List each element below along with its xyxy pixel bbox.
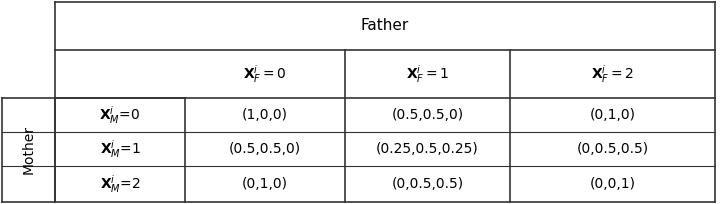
- Text: $\mathbf{X}_{F}^{i} = 2$: $\mathbf{X}_{F}^{i} = 2$: [591, 63, 634, 85]
- Text: $\mathbf{X}_{M}^{i}$=2: $\mathbf{X}_{M}^{i}$=2: [99, 173, 140, 195]
- Text: (0,1,0): (0,1,0): [590, 108, 636, 122]
- Text: (0.5,0.5,0): (0.5,0.5,0): [229, 142, 301, 156]
- Text: (0,1,0): (0,1,0): [242, 177, 288, 191]
- Text: (1,0,0): (1,0,0): [242, 108, 288, 122]
- Text: (0.25,0.5,0.25): (0.25,0.5,0.25): [376, 142, 479, 156]
- Text: $\mathbf{X}_{M}^{i}$=0: $\mathbf{X}_{M}^{i}$=0: [99, 104, 140, 126]
- Text: (0,0.5,0.5): (0,0.5,0.5): [577, 142, 649, 156]
- Text: Mother: Mother: [22, 125, 35, 174]
- Text: $\mathbf{X}_{F}^{i} = 1$: $\mathbf{X}_{F}^{i} = 1$: [406, 63, 449, 85]
- Text: (0,0,1): (0,0,1): [590, 177, 636, 191]
- Text: (0,0.5,0.5): (0,0.5,0.5): [392, 177, 464, 191]
- Text: Father: Father: [361, 19, 409, 33]
- Text: $\mathbf{X}_{M}^{i}$=1: $\mathbf{X}_{M}^{i}$=1: [99, 138, 140, 160]
- Text: (0.5,0.5,0): (0.5,0.5,0): [392, 108, 464, 122]
- Text: $\mathbf{X}_{F}^{i} = 0$: $\mathbf{X}_{F}^{i} = 0$: [243, 63, 287, 85]
